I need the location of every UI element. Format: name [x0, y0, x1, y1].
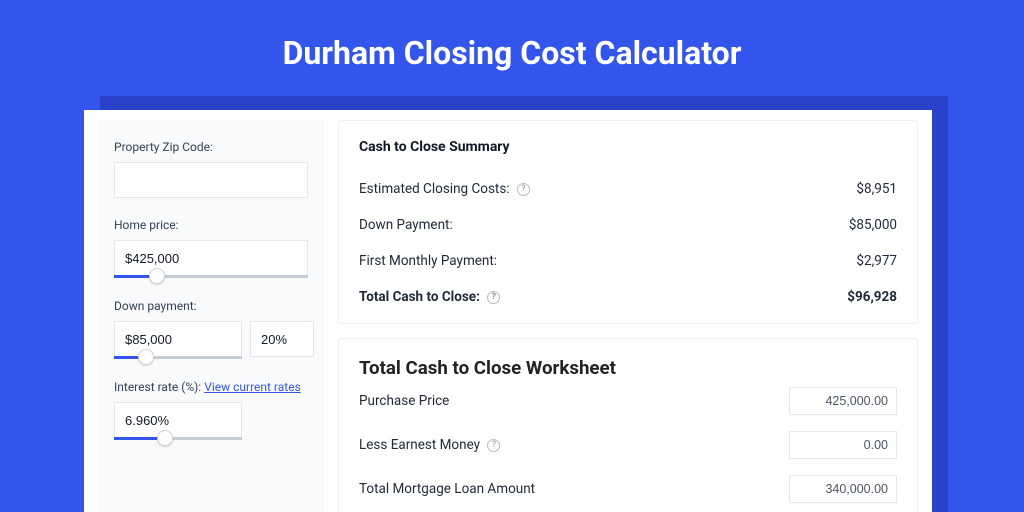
- summary-row-value: $85,000: [849, 217, 897, 233]
- summary-row-value: $8,951: [856, 181, 897, 197]
- interest-field: Interest rate (%): View current rates: [114, 380, 308, 441]
- help-icon[interactable]: ?: [517, 183, 530, 196]
- summary-row: First Monthly Payment:$2,977: [359, 243, 897, 279]
- summary-row-label: Down Payment:: [359, 217, 849, 233]
- slider-thumb[interactable]: [138, 349, 154, 365]
- view-rates-link[interactable]: View current rates: [204, 380, 301, 394]
- summary-row-label: Estimated Closing Costs: ?: [359, 181, 856, 197]
- calculator-card: Property Zip Code: Home price: Down paym…: [84, 110, 932, 512]
- down-payment-field: Down payment:: [114, 299, 308, 360]
- results-panel: Cash to Close Summary Estimated Closing …: [338, 120, 918, 512]
- help-icon[interactable]: ?: [487, 291, 500, 304]
- worksheet-row-label: Total Mortgage Loan Amount: [359, 481, 789, 497]
- home-price-field: Home price:: [114, 218, 308, 279]
- worksheet-row: Purchase Price: [359, 379, 897, 423]
- slider-thumb[interactable]: [157, 430, 173, 446]
- summary-panel: Cash to Close Summary Estimated Closing …: [338, 120, 918, 324]
- home-price-label: Home price:: [114, 218, 308, 232]
- zip-label: Property Zip Code:: [114, 140, 308, 154]
- interest-slider[interactable]: [114, 437, 242, 441]
- summary-row: Total Cash to Close: ?$96,928: [359, 279, 897, 315]
- summary-row: Down Payment:$85,000: [359, 207, 897, 243]
- down-payment-pct-input[interactable]: [250, 321, 314, 357]
- interest-input[interactable]: [114, 402, 242, 438]
- down-payment-label: Down payment:: [114, 299, 308, 313]
- home-price-slider[interactable]: [114, 275, 308, 279]
- summary-heading: Cash to Close Summary: [359, 139, 897, 155]
- zip-field: Property Zip Code:: [114, 140, 308, 198]
- home-price-input[interactable]: [114, 240, 308, 276]
- worksheet-row: Total Mortgage Loan Amount: [359, 467, 897, 511]
- worksheet-row-input[interactable]: [789, 431, 897, 459]
- worksheet-row: Less Earnest Money ?: [359, 423, 897, 467]
- worksheet-panel: Total Cash to Close Worksheet Purchase P…: [338, 338, 918, 512]
- worksheet-row-label: Purchase Price: [359, 393, 789, 409]
- page-title: Durham Closing Cost Calculator: [0, 0, 1024, 72]
- zip-input[interactable]: [114, 162, 308, 198]
- help-icon[interactable]: ?: [487, 439, 500, 452]
- interest-label: Interest rate (%): View current rates: [114, 380, 308, 394]
- down-payment-input[interactable]: [114, 321, 242, 357]
- inputs-panel: Property Zip Code: Home price: Down paym…: [98, 120, 324, 512]
- worksheet-row-label: Less Earnest Money ?: [359, 437, 789, 453]
- summary-rows: Estimated Closing Costs: ?$8,951Down Pay…: [359, 171, 897, 315]
- summary-row-label: Total Cash to Close: ?: [359, 289, 847, 305]
- summary-row: Estimated Closing Costs: ?$8,951: [359, 171, 897, 207]
- interest-label-text: Interest rate (%):: [114, 380, 204, 394]
- down-payment-slider[interactable]: [114, 356, 242, 360]
- summary-row-label: First Monthly Payment:: [359, 253, 856, 269]
- worksheet-rows: Purchase Price Less Earnest Money ? Total …: [359, 379, 897, 512]
- worksheet-row-input[interactable]: [789, 475, 897, 503]
- slider-thumb[interactable]: [149, 268, 165, 284]
- summary-row-value: $96,928: [847, 289, 897, 305]
- worksheet-heading: Total Cash to Close Worksheet: [359, 357, 897, 379]
- summary-row-value: $2,977: [856, 253, 897, 269]
- worksheet-row-input[interactable]: [789, 387, 897, 415]
